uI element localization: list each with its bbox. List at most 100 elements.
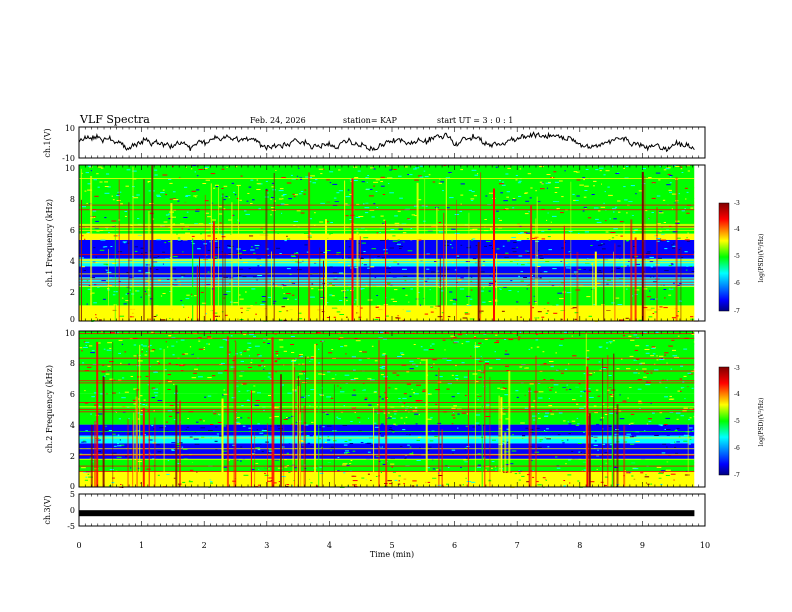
ch1-spectrogram-speckle bbox=[474, 202, 477, 204]
ch1-spectrogram-speckle bbox=[541, 230, 545, 232]
ch1-spectrogram-speckle bbox=[99, 249, 105, 251]
ch2-spectrogram-speckle bbox=[665, 446, 668, 448]
ch1-spectrogram-speckle bbox=[601, 183, 602, 185]
ch2-spectrogram-speckle bbox=[527, 474, 530, 476]
ch1-spectrogram-speckle bbox=[659, 211, 663, 213]
ch1-spectrogram-speckle bbox=[523, 277, 527, 278]
ch1-spectrogram-sferic bbox=[359, 236, 361, 321]
ch1-spectrogram-speckle bbox=[654, 311, 658, 313]
ch1-spectrogram-speckle bbox=[666, 167, 671, 169]
ch1-spectrogram-speckle bbox=[320, 312, 324, 314]
ch2-spectrogram-speckle bbox=[300, 441, 305, 443]
ch1-spectrogram-speckle bbox=[241, 312, 243, 314]
ch2-spectrogram-sferic bbox=[314, 343, 316, 487]
ch1-spectrogram-speckle bbox=[148, 318, 151, 320]
ch2-spectrogram-speckle bbox=[198, 464, 202, 466]
ch3-waveform-panel: 5 0 -5 ch.3(V) bbox=[43, 490, 706, 531]
ch2-spectrogram-speckle bbox=[673, 479, 675, 481]
ch1-spectrogram-speckle bbox=[221, 236, 226, 238]
ch1-spectrogram-speckle bbox=[243, 218, 248, 220]
ch2-spectrogram-speckle bbox=[168, 362, 171, 364]
ch1-spectrogram-speckle bbox=[460, 194, 464, 196]
ch2-spectrogram-speckle bbox=[378, 331, 384, 333]
ch1-spectrogram-speckle bbox=[360, 257, 363, 259]
ch1-spectrogram-speckle bbox=[124, 205, 129, 207]
ch2-spectrogram-sferic bbox=[226, 336, 229, 487]
ch1-spectrogram-sferic bbox=[114, 225, 116, 321]
ch2-spectrogram-speckle bbox=[140, 414, 144, 416]
ch2-spectrogram-speckle bbox=[427, 356, 432, 358]
ch1-spectrogram-speckle bbox=[533, 182, 539, 184]
ch2-spectrogram-speckle bbox=[565, 389, 568, 391]
ch1-spectrogram-speckle bbox=[554, 181, 559, 183]
ch1-spectrogram-speckle bbox=[278, 198, 282, 200]
ch1-spectrogram-speckle bbox=[389, 298, 395, 300]
ch2-spectrogram-speckle bbox=[543, 379, 546, 380]
ch2-spectrogram-speckle bbox=[451, 396, 455, 398]
ch2-spectrogram-speckle bbox=[117, 366, 122, 368]
ch1-spectrogram-speckle bbox=[395, 317, 399, 319]
ch1-spectrogram-speckle bbox=[624, 199, 628, 201]
ch2-spectrogram-speckle bbox=[83, 341, 86, 343]
ch2-spectrogram-speckle bbox=[250, 391, 256, 393]
ch1-spectrogram-speckle bbox=[353, 180, 358, 181]
ch1-spectrogram-speckle bbox=[81, 206, 86, 208]
ch2-spectrogram-speckle bbox=[568, 459, 571, 461]
ch2-spectrogram-speckle bbox=[394, 413, 397, 415]
ch1-spectrogram-speckle bbox=[271, 210, 276, 211]
ch2-spectrogram-sferic bbox=[498, 395, 500, 487]
ch1-spectrogram-speckle bbox=[671, 317, 676, 319]
ch2-spectrogram-speckle bbox=[365, 443, 369, 444]
ch2-spectrogram-speckle bbox=[680, 365, 684, 367]
ch2-spectrogram-speckle bbox=[402, 429, 406, 431]
ch1-spectrogram-speckle bbox=[542, 299, 548, 301]
ch1-spectrogram-speckle bbox=[604, 191, 606, 193]
ch2-spectrogram-speckle bbox=[111, 482, 115, 484]
ch2-spectrogram-speckle bbox=[670, 398, 675, 400]
ch1-spectrogram-speckle bbox=[380, 181, 383, 182]
ch1-spectrogram-speckle bbox=[287, 298, 289, 300]
ch2-spectrogram-speckle bbox=[590, 445, 595, 447]
ch1-spectrogram-speckle bbox=[158, 180, 161, 181]
ch1-spectrogram-speckle bbox=[466, 304, 469, 305]
ch1-ytick-10: 10 bbox=[65, 164, 75, 173]
ch2-spectrogram-sferic bbox=[489, 376, 491, 487]
ch1-spectrogram-speckle bbox=[294, 261, 299, 263]
ch1-spectrogram-speckle bbox=[379, 239, 385, 241]
ch1-spectrogram-speckle bbox=[505, 208, 509, 210]
ch2-spectrogram-sferic bbox=[299, 412, 301, 487]
ch1-spectrogram-speckle bbox=[654, 214, 657, 215]
ch2-spectrogram-speckle bbox=[665, 469, 671, 471]
ch2-spectrogram-speckle bbox=[177, 394, 179, 396]
ch1-spectrogram-speckle bbox=[668, 288, 674, 290]
ch1-spectrogram-speckle bbox=[552, 215, 557, 217]
ch2-spectrogram-speckle bbox=[688, 436, 692, 438]
ch2-spectrogram-speckle bbox=[406, 383, 411, 385]
ch1-spectrogram-speckle bbox=[539, 277, 542, 279]
ch1-spectrogram-speckle bbox=[546, 187, 548, 189]
ch2-spectrogram-speckle bbox=[305, 395, 307, 397]
ch2-spectrogram-speckle bbox=[309, 405, 311, 407]
ch1-ytick-0: 0 bbox=[70, 315, 75, 324]
ch2-spectrogram-speckle bbox=[404, 458, 407, 460]
ch1-spectrogram-speckle bbox=[94, 229, 96, 231]
ch2-spectrogram-speckle bbox=[609, 412, 614, 414]
ch1-spectrogram-speckle bbox=[654, 235, 656, 237]
ch2-spectrogram-speckle bbox=[299, 356, 303, 358]
ch1-spectrogram-speckle bbox=[362, 293, 365, 295]
ch1-spectrogram-speckle bbox=[502, 181, 505, 183]
ch1-spectrogram-speckle bbox=[669, 182, 672, 184]
ch2-spectrogram-speckle bbox=[650, 355, 654, 357]
ch2-spectrogram-speckle bbox=[230, 366, 236, 368]
ch2-spectrogram-speckle bbox=[533, 400, 536, 402]
ch2-spectrogram-speckle bbox=[340, 446, 343, 448]
ch2-spectrogram-speckle bbox=[416, 384, 421, 386]
ch1-spectrogram-speckle bbox=[275, 170, 277, 171]
ch2-spectrogram-speckle bbox=[506, 441, 509, 443]
ch1-spectrogram-speckle bbox=[501, 310, 505, 312]
ch1-spectrogram-speckle bbox=[531, 275, 533, 276]
ch1-spectrogram-speckle bbox=[124, 245, 129, 247]
ch2-spectrogram-speckle bbox=[358, 359, 362, 361]
ch2-spectrogram-speckle bbox=[301, 371, 307, 373]
ch1-spectrogram-sferic bbox=[192, 238, 194, 321]
